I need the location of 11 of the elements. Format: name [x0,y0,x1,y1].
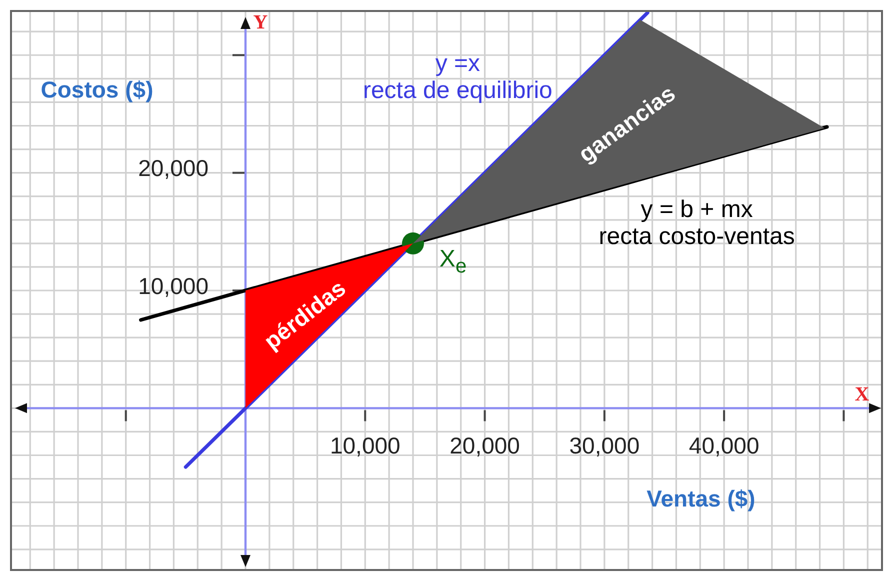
series-label: y =x recta de equilibrio [362,50,552,104]
series-label: y = b + mx recta costo-ventas [598,196,795,250]
x-axis-title: Ventas ($) [646,486,756,512]
x-tick-label: 20,000 [450,432,520,459]
annotation: Y [253,12,268,34]
series-label: X$_{e}$ [439,246,467,280]
y-axis-title: Costos ($) [40,76,154,104]
x-tick-label: 40,000 [688,432,760,459]
annotation: X [854,384,870,407]
x-tick-label: 30,000 [569,432,640,459]
x-tick-label: 10,000 [330,432,400,459]
